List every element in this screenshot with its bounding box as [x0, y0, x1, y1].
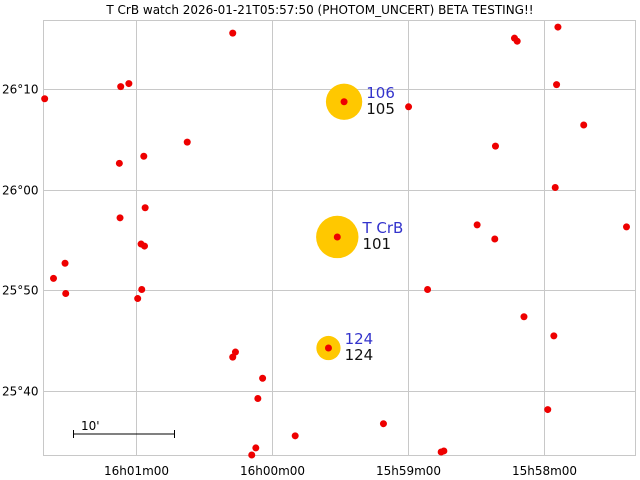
star-point — [252, 444, 260, 452]
annotation-name: 124 — [345, 330, 374, 348]
star-point — [140, 242, 148, 250]
star-point — [622, 223, 630, 231]
star-point — [551, 184, 559, 192]
target-star — [333, 233, 341, 241]
scale-bar-label: 10' — [81, 419, 100, 433]
scale-bar: 10' — [73, 419, 175, 438]
star-point — [248, 451, 256, 459]
star-point — [580, 121, 588, 129]
star-point — [116, 214, 124, 222]
star-point — [125, 80, 133, 88]
star-point — [379, 420, 387, 428]
star-point — [520, 313, 528, 321]
star-point — [41, 95, 49, 103]
star-point — [138, 285, 146, 293]
star-point — [513, 37, 521, 45]
star-point — [141, 204, 149, 212]
y-tick-label: 26°00 — [2, 184, 39, 198]
y-tick-label: 26°10 — [2, 83, 39, 97]
star-point — [254, 394, 262, 402]
star-point — [140, 152, 148, 160]
star-point — [291, 432, 299, 440]
annotation-value: 101 — [362, 235, 391, 253]
star-point — [424, 285, 432, 293]
star-point — [473, 221, 481, 229]
tick-labels: 16h01m00 16h00m00 15h59m00 15h58m00 26°10 26°… — [2, 83, 577, 479]
target-star — [340, 98, 348, 106]
star-point — [259, 374, 267, 382]
star-point — [544, 406, 552, 414]
star-point — [491, 142, 499, 150]
x-tick-label: 16h01m00 — [104, 464, 169, 478]
annotation-value: 124 — [345, 346, 374, 364]
star-point — [61, 259, 69, 267]
x-tick-label: 15h59m00 — [376, 464, 441, 478]
y-tick-label: 25°50 — [2, 284, 39, 298]
star-point — [229, 353, 237, 361]
star-point — [405, 103, 413, 111]
star-point — [491, 235, 499, 243]
x-tick-label: 16h00m00 — [240, 464, 305, 478]
star-point — [134, 295, 142, 303]
star-point — [229, 29, 237, 37]
highlight-layer — [316, 83, 363, 361]
star-point — [183, 138, 191, 146]
star-layer — [41, 23, 630, 459]
annotation-value: 105 — [366, 100, 395, 118]
star-point — [440, 447, 448, 455]
grid — [44, 20, 636, 456]
star-point — [117, 83, 125, 91]
star-point — [550, 332, 558, 340]
x-tick-label: 15h58m00 — [512, 464, 577, 478]
chart-title: T CrB watch 2026-01-21T05:57:50 (PHOTOM_… — [105, 3, 533, 17]
annotation-name: 106 — [366, 84, 395, 102]
star-point — [115, 159, 123, 167]
star-point — [554, 23, 562, 31]
star-point — [62, 290, 70, 298]
y-tick-label: 25°40 — [2, 385, 39, 399]
target-star — [324, 344, 332, 352]
star-point — [50, 274, 58, 282]
star-point — [553, 81, 561, 89]
plot-frame — [43, 20, 636, 456]
annotation-name: T CrB — [361, 219, 403, 237]
